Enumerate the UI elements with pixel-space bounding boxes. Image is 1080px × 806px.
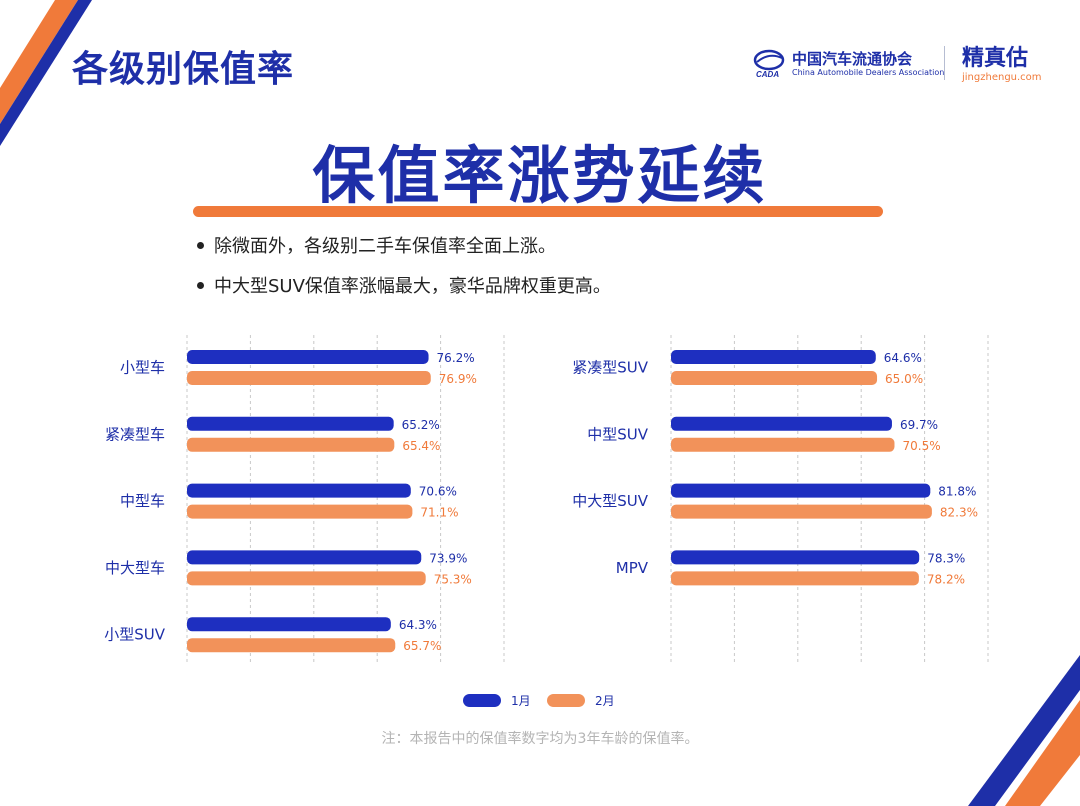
bar-jan: [671, 550, 920, 565]
bar-feb: [187, 437, 395, 452]
data-label: 65.2%: [402, 418, 440, 432]
category-label: 紧凑型SUV: [572, 359, 649, 377]
bullet-text: 中大型SUV保值率涨幅最大，豪华品牌权重更高。: [214, 276, 611, 297]
data-label: 76.9%: [439, 372, 477, 386]
page-title: 各级别保值率: [72, 49, 295, 90]
legend-label-jan: 1月: [511, 694, 531, 708]
footnote: 注：本报告中的保值率数字均为3年车龄的保值率。: [381, 731, 699, 747]
bar-jan: [187, 617, 391, 632]
bullet-item: 中大型SUV保值率涨幅最大，豪华品牌权重更高。: [193, 272, 611, 312]
headline-underline: [193, 206, 883, 217]
bullet-list: 除微面外，各级别二手车保值率全面上涨。 中大型SUV保值率涨幅最大，豪华品牌权重…: [193, 232, 611, 312]
bottom-right-orange-stripe: [1005, 700, 1080, 806]
bullet-dot: [197, 242, 204, 249]
bar-feb: [187, 371, 431, 385]
brand-name: 精真估: [962, 46, 1029, 71]
category-label: 中型SUV: [587, 425, 649, 443]
headline: 保值率涨势延续: [312, 139, 768, 212]
association-name: 中国汽车流通协会: [792, 50, 913, 68]
bar-feb: [187, 504, 413, 519]
bar-feb: [671, 371, 878, 385]
retention-rate-chart: 小型车 76.2% 76.9% 紧凑型车 65.2% 65.4% 中型车 70.6% 71.1%…: [104, 335, 989, 665]
data-label: 65.7%: [403, 639, 441, 653]
brand-logo: 精真估 jingzhengu.com: [962, 40, 1042, 83]
category-label: 中大型车: [105, 559, 165, 577]
category-label: 紧凑型车: [105, 425, 165, 443]
data-label: 73.9%: [429, 551, 467, 565]
legend-swatch-jan: [463, 694, 501, 707]
bar-jan: [187, 350, 429, 364]
bar-jan: [671, 350, 876, 364]
data-label: 69.7%: [900, 418, 938, 432]
association-logo: CADA 中国汽车流通协会 China Automobile Dealers A…: [752, 44, 944, 88]
bar-jan: [671, 416, 892, 431]
bullet-item: 除微面外，各级别二手车保值率全面上涨。: [193, 232, 611, 272]
bar-jan: [187, 550, 422, 565]
legend-item-feb: 2月: [547, 690, 615, 710]
data-label: 75.3%: [434, 572, 472, 586]
bar-feb: [671, 571, 919, 586]
brand-url: jingzhengu.com: [962, 72, 1042, 83]
bar-jan: [671, 483, 931, 498]
legend-item-jan: 1月: [463, 690, 531, 710]
data-label: 81.8%: [938, 485, 976, 499]
data-label: 76.2%: [437, 351, 475, 365]
bar-jan: [187, 483, 411, 498]
data-label: 71.1%: [420, 506, 458, 520]
logo-divider: [944, 46, 945, 80]
association-emblem-icon: CADA: [753, 49, 785, 78]
association-name-en: China Automobile Dealers Association: [792, 68, 945, 77]
association-emblem-text: CADA: [756, 70, 779, 78]
bar-feb: [671, 437, 895, 452]
category-label: 小型SUV: [104, 626, 166, 644]
legend-label-feb: 2月: [595, 694, 615, 708]
data-label: 78.3%: [927, 551, 965, 565]
data-label: 70.5%: [902, 439, 940, 453]
category-label: 中型车: [120, 492, 165, 510]
data-label: 64.6%: [884, 351, 922, 365]
bar-feb: [671, 504, 932, 519]
data-label: 64.3%: [399, 618, 437, 632]
top-left-orange-stripe: [0, 0, 78, 124]
bullet-dot: [197, 282, 204, 289]
data-label: 82.3%: [940, 506, 978, 520]
category-label: MPV: [616, 559, 649, 577]
data-label: 70.6%: [419, 485, 457, 499]
bar-feb: [187, 571, 426, 586]
legend-swatch-feb: [547, 694, 585, 707]
data-label: 78.2%: [927, 572, 965, 586]
category-label: 小型车: [120, 359, 165, 377]
data-label: 65.0%: [885, 372, 923, 386]
category-label: 中大型SUV: [572, 492, 649, 510]
bar-feb: [187, 638, 396, 653]
bar-jan: [187, 416, 394, 431]
bullet-text: 除微面外，各级别二手车保值率全面上涨。: [214, 236, 556, 257]
data-label: 65.4%: [402, 439, 440, 453]
